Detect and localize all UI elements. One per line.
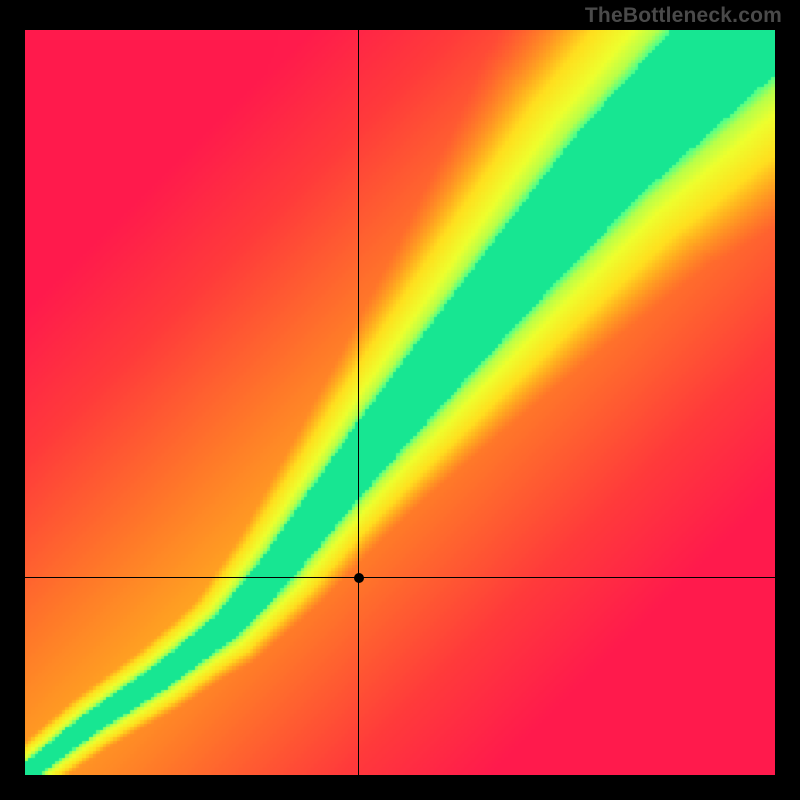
heatmap-plot <box>25 30 775 775</box>
heatmap-canvas <box>25 30 775 775</box>
watermark-text: TheBottleneck.com <box>585 4 782 28</box>
chart-frame: TheBottleneck.com <box>0 0 800 800</box>
